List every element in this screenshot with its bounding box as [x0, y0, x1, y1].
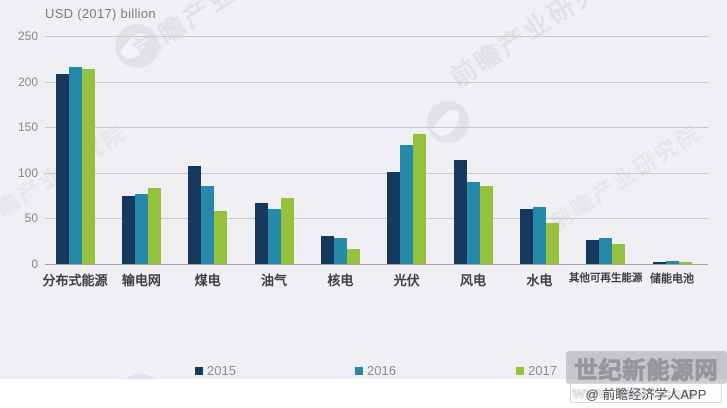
- category-label-输电网: 输电网: [121, 273, 161, 288]
- category-label-水电: 水电: [526, 273, 553, 288]
- bar-2015-分布式能源: [55, 74, 69, 264]
- bar-2016-其他可再生能源: [599, 238, 613, 264]
- category-label-油气: 油气: [260, 273, 287, 288]
- bar-2017-煤电: [214, 211, 228, 264]
- bar-2017-储能电池: [678, 262, 692, 264]
- brand-logo-watermark: [113, 374, 169, 379]
- bar-2016-储能电池: [665, 261, 679, 264]
- footer-credit-text: @ 前瞻经济学人APP: [585, 386, 707, 402]
- site-watermark-text: 世纪新能源网: [574, 356, 719, 383]
- bar-2017-光伏: [413, 133, 427, 264]
- gridline-150: [45, 127, 708, 129]
- footer-credit-box: www.NE21.com @ 前瞻经济学人APP: [570, 383, 722, 403]
- y-tick-label: 50: [24, 211, 38, 226]
- bar-2017-油气: [280, 198, 294, 264]
- legend-label-2017: 2017: [528, 363, 557, 378]
- bar-2016-核电: [333, 237, 347, 264]
- gridline-100: [45, 172, 708, 174]
- brand-logo-watermark: [427, 101, 469, 143]
- category-label-光伏: 光伏: [393, 273, 420, 288]
- category-label-核电: 核电: [327, 273, 354, 288]
- bar-2017-其他可再生能源: [612, 243, 626, 264]
- bar-2017-输电网: [147, 188, 161, 264]
- bar-2017-风电: [479, 186, 493, 264]
- legend-item-2015: 2015: [195, 363, 236, 378]
- x-axis-line: [45, 264, 708, 265]
- chart-panel: 前瞻产业研究院 前瞻产业研究院 前瞻产业研究院 前瞻产业研究院 USD (201…: [0, 0, 727, 379]
- bar-2016-煤电: [201, 186, 215, 264]
- site-url-watermark: www.NE21.com: [572, 385, 697, 403]
- bar-2015-风电: [453, 160, 467, 264]
- bar-2016-光伏: [400, 144, 414, 264]
- category-label-其他可再生能源: 其他可再生能源: [568, 272, 643, 284]
- category-label-风电: 风电: [459, 273, 486, 288]
- bar-2016-风电: [466, 181, 480, 264]
- y-tick-label: 250: [17, 29, 38, 43]
- bar-2015-油气: [254, 202, 268, 264]
- gridline-50: [45, 218, 708, 220]
- legend-swatch-2017: [516, 366, 524, 375]
- brand-logo-watermark: [115, 24, 159, 68]
- bar-2016-分布式能源: [68, 67, 82, 264]
- bar-2015-光伏: [387, 171, 401, 264]
- legend-swatch-2016: [355, 366, 363, 375]
- y-axis-title: USD (2017) billion: [45, 6, 156, 21]
- bar-2015-输电网: [121, 195, 135, 264]
- bar-2015-水电: [519, 209, 533, 264]
- y-tick-label: 150: [17, 120, 38, 135]
- legend-swatch-2015: [195, 366, 203, 375]
- gridline-200: [45, 81, 708, 83]
- legend-label-2015: 2015: [207, 363, 236, 378]
- bar-2016-输电网: [134, 193, 148, 264]
- gridline-250: [45, 36, 708, 37]
- y-tick-label: 100: [17, 165, 38, 180]
- bar-2016-水电: [532, 206, 546, 264]
- bar-2015-其他可再生能源: [586, 240, 600, 264]
- bar-2015-核电: [320, 235, 334, 264]
- bar-2016-油气: [267, 209, 281, 264]
- bar-2017-核电: [346, 249, 360, 264]
- bar-2015-煤电: [188, 166, 202, 264]
- category-label-煤电: 煤电: [194, 273, 221, 288]
- category-label-分布式能源: 分布式能源: [42, 273, 108, 288]
- y-tick-label: 0: [31, 257, 38, 271]
- bar-2017-水电: [545, 222, 559, 264]
- site-watermark-banner: 世纪新能源网: [566, 351, 727, 384]
- legend-item-2016: 2016: [355, 363, 396, 378]
- bar-2017-分布式能源: [81, 68, 95, 264]
- category-label-储能电池: 储能电池: [650, 273, 694, 285]
- legend-item-2017: 2017: [516, 363, 557, 378]
- bar-2015-储能电池: [652, 262, 666, 264]
- y-tick-label: 200: [17, 74, 38, 89]
- legend-label-2016: 2016: [367, 363, 396, 378]
